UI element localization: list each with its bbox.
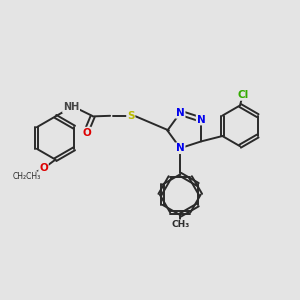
Text: NH: NH [63,102,79,112]
Text: O: O [39,163,48,173]
Text: S: S [127,111,135,121]
Text: ethyl: ethyl [14,172,37,181]
Text: CH₃: CH₃ [171,220,189,229]
Text: Cl: Cl [237,90,249,100]
Text: O: O [82,128,91,138]
Text: CH₂CH₃: CH₂CH₃ [12,172,40,181]
Text: N: N [176,108,184,118]
Text: N: N [176,143,184,153]
Text: N: N [197,115,206,124]
